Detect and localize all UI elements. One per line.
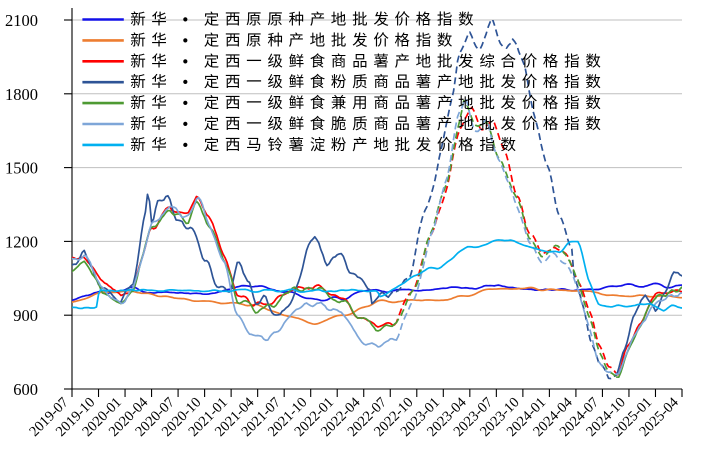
svg-text:1500: 1500 bbox=[5, 159, 38, 178]
svg-text:新华 • 定西一级鲜食兼用商品薯产地批发价格指数: 新华 • 定西一级鲜食兼用商品薯产地批发价格指数 bbox=[130, 94, 606, 112]
svg-text:600: 600 bbox=[13, 380, 38, 399]
svg-text:900: 900 bbox=[13, 306, 38, 325]
svg-text:新华 • 定西马铃薯淀粉产地批发价格指数: 新华 • 定西马铃薯淀粉产地批发价格指数 bbox=[130, 136, 522, 154]
svg-text:新华 • 定西原种产地批发价格指数: 新华 • 定西原种产地批发价格指数 bbox=[130, 31, 458, 49]
svg-text:新华 • 定西一级鲜食商品薯产地批发综合价格指数: 新华 • 定西一级鲜食商品薯产地批发综合价格指数 bbox=[130, 52, 606, 70]
svg-text:新华 • 定西一级鲜食脆质商品薯产地批发价格指数: 新华 • 定西一级鲜食脆质商品薯产地批发价格指数 bbox=[130, 115, 606, 133]
svg-text:1200: 1200 bbox=[5, 232, 38, 251]
svg-text:2100: 2100 bbox=[5, 11, 38, 30]
svg-text:新华 • 定西原原种产地批发价格指数: 新华 • 定西原原种产地批发价格指数 bbox=[130, 11, 479, 29]
svg-text:新华 • 定西一级鲜食粉质商品薯产地批发价格指数: 新华 • 定西一级鲜食粉质商品薯产地批发价格指数 bbox=[130, 73, 606, 91]
svg-text:1800: 1800 bbox=[5, 85, 38, 104]
